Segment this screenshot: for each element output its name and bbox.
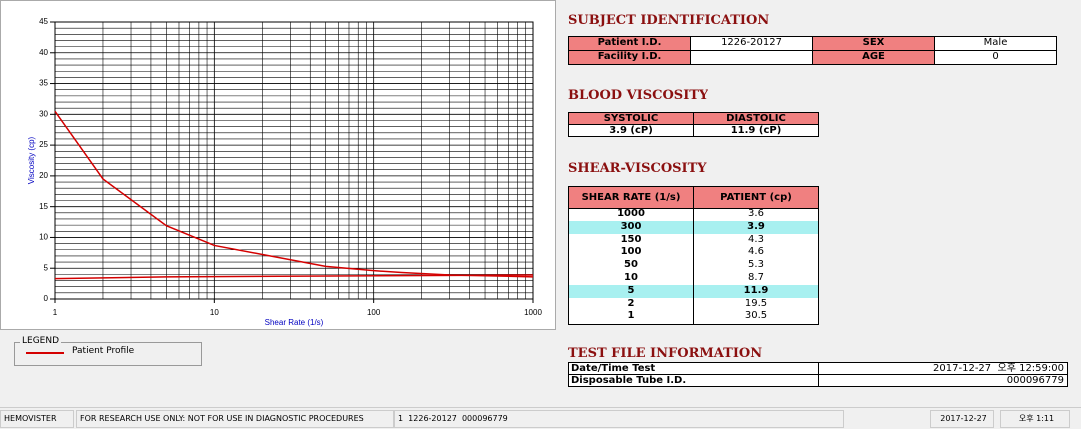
y-tick-label: 15 [39, 202, 48, 211]
x-tick-label: 1 [53, 308, 58, 317]
x-axis-label: Shear Rate (1/s) [265, 318, 324, 327]
legend-label: Patient Profile [72, 346, 135, 356]
legend-box [14, 342, 202, 366]
section-title: BLOOD VISCOSITY [568, 88, 709, 103]
field-label: SEX [812, 36, 935, 51]
y-tick-label: 20 [39, 171, 48, 180]
y-tick-label: 30 [39, 109, 48, 118]
y-axis-label: Viscosity (cp) [27, 136, 36, 184]
field-value: Male [934, 36, 1057, 51]
field-label: Facility I.D. [568, 50, 691, 65]
data-line [54, 274, 534, 280]
field-label: Patient I.D. [568, 36, 691, 51]
x-tick-label: 10 [210, 308, 219, 317]
status-cell: 2017-12-27 [930, 410, 994, 428]
field-value [690, 50, 813, 65]
status-bar [0, 407, 1081, 429]
legend-title: LEGEND [20, 336, 62, 346]
field-value: 1226-20127 [690, 36, 813, 51]
y-tick-label: 35 [39, 79, 48, 88]
x-tick-label: 100 [367, 308, 381, 317]
chart: 0 5 10 15 20 25 30 35 40 45 1 10 100 1000 Shear Rate (… [27, 17, 542, 327]
field-label: AGE [812, 50, 935, 65]
field-value: 0 [934, 50, 1057, 65]
data-line [54, 110, 534, 278]
status-cell: 오후 1:11 [1000, 410, 1070, 428]
status-cell: HEMOVISTER [0, 410, 74, 428]
table-cell: 11.9 (cP) [693, 124, 819, 137]
table-header: PATIENT (cp) [693, 186, 819, 209]
section-title: SHEAR-VISCOSITY [568, 161, 707, 176]
field-value: 000096779 [818, 374, 1068, 387]
status-cell: FOR RESEARCH USE ONLY: NOT FOR USE IN DI… [76, 410, 394, 428]
y-tick-label: 0 [44, 294, 49, 303]
field-label: Disposable Tube I.D. [568, 374, 819, 387]
section-title: SUBJECT IDENTIFICATION [568, 13, 770, 28]
table-cell: 3.9 (cP) [568, 124, 694, 137]
section-title: TEST FILE INFORMATION [568, 346, 763, 361]
table-border [568, 208, 819, 325]
y-tick-label: 40 [39, 48, 48, 57]
y-tick-label: 5 [44, 263, 49, 272]
legend-swatch [26, 352, 64, 354]
y-tick-label: 25 [39, 140, 48, 149]
y-tick-label: 10 [39, 233, 48, 242]
table-header: SHEAR RATE (1/s) [568, 186, 694, 209]
y-tick-label: 45 [39, 17, 48, 26]
x-tick-label: 1000 [524, 308, 542, 317]
plot-frame [54, 21, 534, 300]
status-cell: 1 1226-20127 000096779 [394, 410, 844, 428]
